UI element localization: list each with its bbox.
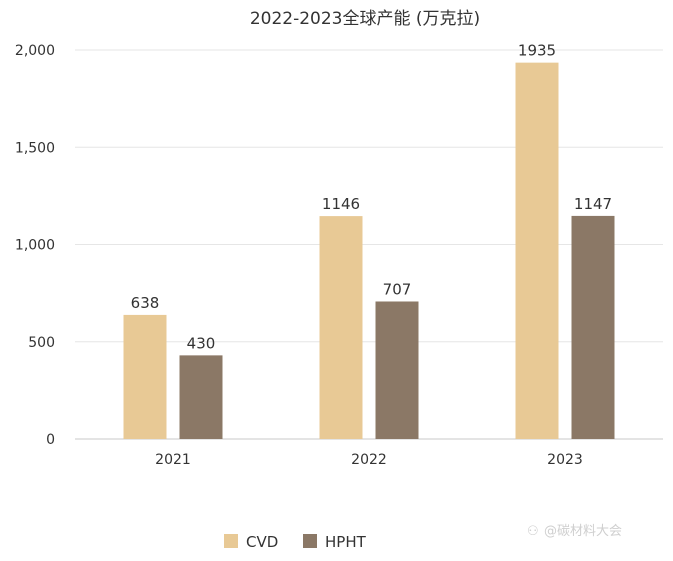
bar-cvd-2022 [319,216,363,439]
y-axis: 0 500 1,000 1,500 2,000 [15,43,55,448]
y-tick-label: 1,000 [15,238,55,254]
legend: CVD HPHT [224,533,367,551]
bar-hpht-2023 [571,215,615,439]
bar-cvd-2023 [515,62,559,440]
watermark-icon: ⚇ [527,524,539,539]
legend-swatch [224,534,238,548]
chart-title: 2022-2023全球产能 (万克拉) [250,9,480,29]
y-tick-label: 0 [46,432,55,448]
gridlines [75,49,663,440]
legend-item-cvd: CVD [224,533,278,551]
bars: 638 430 1146 707 1935 1147 [123,42,615,440]
bar-hpht-2021 [179,355,223,439]
x-tick-label: 2021 [155,452,191,468]
y-tick-label: 1,500 [15,140,55,156]
data-label: 1146 [322,195,360,213]
x-tick-label: 2022 [351,452,387,468]
x-tick-label: 2023 [547,452,583,468]
data-label: 430 [187,334,216,352]
legend-label: CVD [246,533,278,551]
bar-hpht-2022 [375,301,419,439]
watermark: ⚇ @碳材料大会 [527,524,622,539]
legend-item-hpht: HPHT [303,533,367,551]
data-label: 1147 [574,195,612,213]
legend-swatch [303,534,317,548]
y-tick-label: 2,000 [15,43,55,59]
watermark-text: @碳材料大会 [544,524,622,539]
y-tick-label: 500 [28,335,55,351]
bar-cvd-2021 [123,314,167,439]
x-axis: 2021 2022 2023 [155,452,583,468]
data-label: 638 [131,294,160,312]
data-label: 1935 [518,42,556,60]
data-label: 707 [383,280,412,298]
legend-label: HPHT [325,533,367,551]
